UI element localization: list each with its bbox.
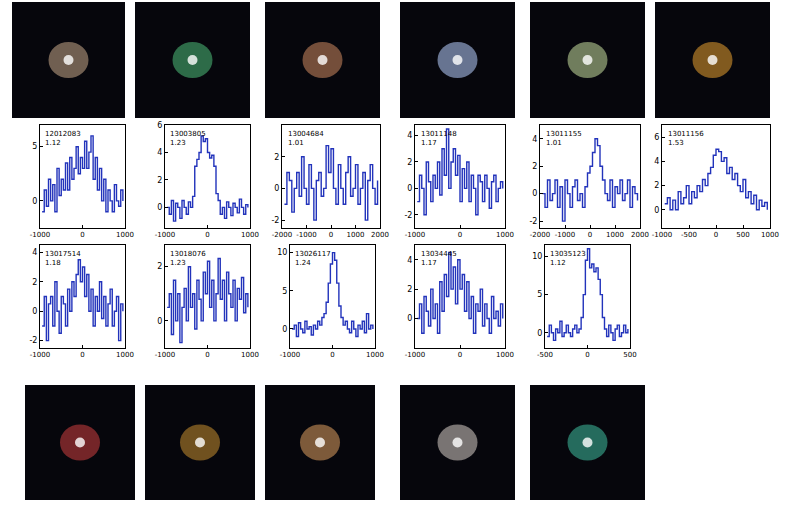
- svg-text:-1000: -1000: [30, 351, 50, 359]
- svg-text:130111551.01: 130111551.01: [546, 130, 582, 147]
- svg-text:500: 500: [623, 351, 636, 359]
- svg-text:0: 0: [205, 351, 209, 359]
- svg-text:1000: 1000: [241, 231, 259, 239]
- svg-text:130175141.18: 130175141.18: [45, 250, 81, 267]
- svg-text:0: 0: [282, 325, 287, 334]
- svg-text:5: 5: [282, 287, 287, 296]
- svg-text:10: 10: [532, 252, 542, 261]
- svg-text:130046841.01: 130046841.01: [288, 130, 324, 147]
- svg-text:-1000: -1000: [652, 231, 672, 239]
- svg-text:0: 0: [458, 351, 462, 359]
- svg-text:130038051.23: 130038051.23: [170, 130, 206, 147]
- svg-text:130111481.17: 130111481.17: [421, 130, 457, 147]
- svg-text:4: 4: [532, 135, 537, 144]
- svg-text:-1000: -1000: [155, 231, 175, 239]
- svg-text:4: 4: [654, 157, 659, 166]
- svg-text:5: 5: [32, 142, 37, 151]
- svg-text:0: 0: [532, 189, 537, 198]
- svg-text:5: 5: [537, 290, 542, 299]
- svg-text:0: 0: [654, 206, 659, 215]
- svg-text:-2000: -2000: [530, 231, 550, 239]
- svg-text:130261171.24: 130261171.24: [295, 250, 331, 267]
- svg-text:0: 0: [588, 231, 592, 239]
- svg-text:0: 0: [458, 231, 462, 239]
- svg-text:0: 0: [537, 329, 542, 338]
- svg-text:0: 0: [407, 314, 412, 323]
- svg-text:-2: -2: [29, 336, 37, 345]
- svg-text:0: 0: [80, 351, 84, 359]
- svg-text:4: 4: [407, 256, 412, 265]
- svg-text:-2: -2: [404, 211, 412, 220]
- svg-text:4: 4: [157, 148, 162, 157]
- svg-text:500: 500: [736, 231, 749, 239]
- svg-text:130111561.53: 130111561.53: [668, 130, 704, 147]
- svg-text:0: 0: [329, 231, 333, 239]
- svg-text:2: 2: [157, 262, 162, 271]
- svg-text:0: 0: [157, 203, 162, 212]
- svg-text:0: 0: [205, 231, 209, 239]
- svg-text:0: 0: [585, 351, 589, 359]
- svg-text:2: 2: [407, 285, 412, 294]
- svg-text:130344451.17: 130344451.17: [421, 250, 457, 267]
- svg-text:0: 0: [714, 231, 718, 239]
- svg-text:4: 4: [407, 131, 412, 140]
- svg-text:6: 6: [157, 121, 162, 130]
- svg-text:-1000: -1000: [555, 231, 575, 239]
- svg-text:10: 10: [277, 248, 287, 257]
- svg-text:1000: 1000: [347, 231, 365, 239]
- svg-text:-1000: -1000: [155, 351, 175, 359]
- svg-text:-1000: -1000: [405, 231, 425, 239]
- svg-text:2000: 2000: [371, 231, 389, 239]
- svg-text:-1000: -1000: [280, 351, 300, 359]
- svg-text:-2: -2: [271, 216, 279, 225]
- svg-text:1000: 1000: [496, 351, 514, 359]
- svg-text:0: 0: [407, 184, 412, 193]
- svg-text:130351231.12: 130351231.12: [550, 250, 586, 267]
- svg-text:-500: -500: [681, 231, 697, 239]
- svg-text:-1000: -1000: [405, 351, 425, 359]
- svg-text:2: 2: [32, 278, 37, 287]
- svg-text:0: 0: [32, 307, 37, 316]
- svg-text:-2: -2: [529, 217, 537, 226]
- svg-text:4: 4: [32, 248, 37, 257]
- svg-text:2: 2: [654, 181, 659, 190]
- svg-text:2: 2: [407, 158, 412, 167]
- svg-text:-2000: -2000: [272, 231, 292, 239]
- svg-text:6: 6: [654, 133, 659, 142]
- svg-text:1000: 1000: [606, 231, 624, 239]
- svg-text:-1000: -1000: [30, 231, 50, 239]
- svg-text:120120831.12: 120120831.12: [45, 130, 81, 147]
- svg-text:0: 0: [32, 197, 37, 206]
- svg-text:1000: 1000: [241, 351, 259, 359]
- svg-text:1000: 1000: [366, 351, 384, 359]
- svg-text:2: 2: [157, 176, 162, 185]
- svg-text:1000: 1000: [761, 231, 779, 239]
- svg-text:2: 2: [532, 162, 537, 171]
- svg-text:130180761.23: 130180761.23: [170, 250, 206, 267]
- svg-text:1000: 1000: [496, 231, 514, 239]
- svg-text:0: 0: [330, 351, 334, 359]
- svg-text:0: 0: [80, 231, 84, 239]
- svg-text:2: 2: [274, 152, 279, 161]
- svg-text:-1000: -1000: [296, 231, 316, 239]
- svg-text:1000: 1000: [116, 351, 134, 359]
- svg-text:1000: 1000: [116, 231, 134, 239]
- svg-text:2000: 2000: [631, 231, 649, 239]
- svg-text:-500: -500: [537, 351, 553, 359]
- svg-text:0: 0: [274, 184, 279, 193]
- svg-text:0: 0: [157, 317, 162, 326]
